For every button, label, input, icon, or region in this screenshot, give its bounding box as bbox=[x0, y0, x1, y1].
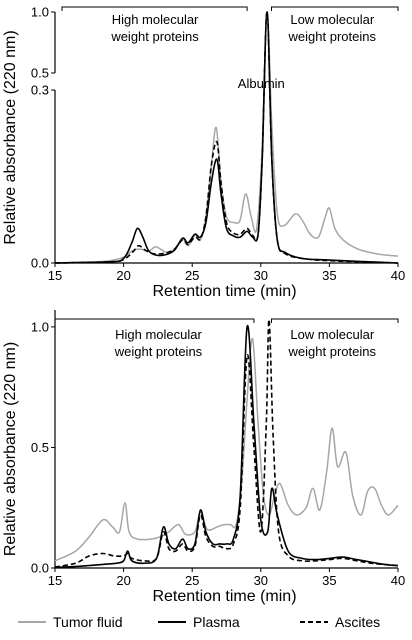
y-tick-label: 0.0 bbox=[31, 256, 49, 271]
high-mw-bracket bbox=[54, 318, 255, 323]
series-line-plasma bbox=[54, 324, 399, 569]
legend-item-tumor-fluid: Tumor fluid bbox=[18, 614, 123, 630]
low-mw-label: weight proteins bbox=[288, 29, 377, 44]
y-tick-label: 1.0 bbox=[31, 319, 49, 334]
bottom-panel-chart: 15 20 25 30 35 40 0.0 0.5 1.0 Retention time (min… bbox=[2, 310, 405, 605]
x-tick-label: 30 bbox=[254, 573, 268, 588]
high-mw-bracket bbox=[61, 6, 248, 11]
x-tick-label: 35 bbox=[322, 573, 336, 588]
x-tick-label: 40 bbox=[391, 268, 405, 283]
legend-label: Ascites bbox=[335, 614, 380, 630]
x-tick-label: 40 bbox=[391, 573, 405, 588]
x-tick-label: 20 bbox=[116, 268, 130, 283]
top-panel-chart: 15 20 25 30 35 40 0.0 0.3 0.5 1.0 Retention time (… bbox=[2, 5, 405, 301]
x-tick-label: 15 bbox=[48, 268, 62, 283]
high-mw-label: weight proteins bbox=[110, 29, 199, 44]
high-mw-label: High molecular bbox=[112, 12, 199, 27]
low-mw-label: Low molecular bbox=[290, 327, 374, 342]
legend-label: Tumor fluid bbox=[53, 614, 123, 630]
series-line-ascites bbox=[54, 11, 399, 264]
y-tick-label: 0.0 bbox=[31, 561, 49, 576]
x-tick-label: 25 bbox=[185, 573, 199, 588]
series-line-plasma bbox=[54, 11, 399, 264]
y-axis-title: Relative absorbance (220 nm) bbox=[2, 30, 19, 244]
series-line-ascites bbox=[54, 318, 399, 568]
x-tick-label: 15 bbox=[48, 573, 62, 588]
high-mw-label: weight proteins bbox=[114, 344, 203, 359]
x-tick-label: 30 bbox=[254, 268, 268, 283]
chart-legend: Tumor fluid Plasma Ascites bbox=[18, 614, 380, 630]
legend-item-plasma: Plasma bbox=[158, 614, 240, 630]
series-line-tumor-fluid bbox=[54, 11, 399, 264]
x-tick-label: 20 bbox=[116, 573, 130, 588]
y-axis-title: Relative absorbance (220 nm) bbox=[2, 342, 19, 556]
albumin-label: Albumin bbox=[238, 76, 285, 91]
low-mw-bracket bbox=[271, 318, 399, 323]
x-axis-title: Retention time (min) bbox=[152, 283, 296, 300]
legend-label: Plasma bbox=[193, 614, 240, 630]
high-mw-label: High molecular bbox=[115, 327, 202, 342]
x-tick-label: 35 bbox=[322, 268, 336, 283]
y-tick-label: 0.5 bbox=[31, 66, 49, 81]
series-line-tumor-fluid bbox=[54, 338, 399, 562]
low-mw-bracket bbox=[271, 6, 399, 11]
y-tick-label: 0.5 bbox=[31, 440, 49, 455]
y-tick-label: 0.3 bbox=[31, 83, 49, 98]
x-tick-label: 25 bbox=[185, 268, 199, 283]
x-axis-title: Retention time (min) bbox=[152, 588, 296, 605]
low-mw-label: weight proteins bbox=[288, 344, 377, 359]
low-mw-label: Low molecular bbox=[290, 12, 374, 27]
y-tick-label: 1.0 bbox=[31, 5, 49, 20]
legend-item-ascites: Ascites bbox=[300, 614, 380, 630]
